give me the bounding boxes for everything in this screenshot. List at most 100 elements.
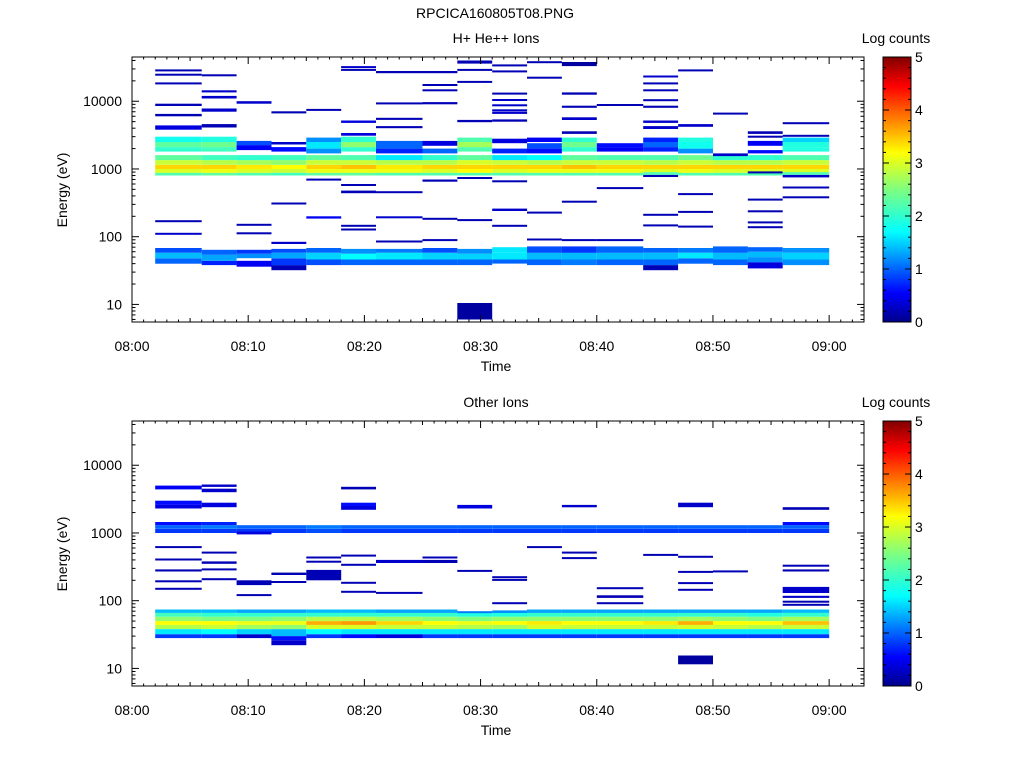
heatmap-cell — [341, 259, 376, 266]
heatmap-cell — [713, 570, 748, 573]
heatmap-cell — [527, 160, 562, 165]
heatmap-cell — [527, 528, 562, 533]
heatmap-cell — [492, 164, 528, 169]
heatmap-cell — [341, 164, 376, 169]
heatmap-cell — [492, 259, 528, 264]
heatmap-cell — [782, 616, 830, 622]
heatmap-cell — [561, 62, 597, 67]
heatmap-cell — [457, 80, 493, 83]
heatmap-cell — [155, 612, 202, 617]
heatmap-cell — [596, 147, 644, 152]
heatmap-cell — [643, 621, 679, 625]
heatmap-cell — [201, 568, 237, 571]
heatmap-cell — [596, 160, 644, 165]
heatmap-cell — [422, 252, 458, 260]
heatmap-cell — [457, 248, 493, 254]
heatmap-cell — [527, 621, 562, 625]
heatmap-cell — [678, 160, 713, 165]
heatmap-cell — [782, 169, 830, 173]
heatmap-cell — [155, 616, 202, 622]
heatmap-cell — [713, 153, 748, 157]
heatmap-cell — [561, 92, 597, 95]
heatmap-cell — [457, 119, 493, 123]
heatmap-cell — [155, 522, 202, 526]
heatmap-cell — [678, 525, 713, 529]
heatmap-cell — [236, 260, 272, 267]
heatmap-cell — [376, 559, 423, 563]
heatmap-cell — [422, 559, 458, 563]
heatmap-cell — [492, 621, 528, 625]
heatmap-cell — [155, 160, 202, 165]
heatmap-cell — [678, 155, 713, 161]
heatmap-cell — [201, 612, 237, 617]
heatmap-cell — [643, 155, 679, 161]
colorbar-tick-label: 4 — [915, 466, 923, 482]
heatmap-cell — [201, 488, 237, 493]
heatmap-cell — [155, 546, 202, 549]
colorbar-tick-label: 4 — [915, 102, 923, 118]
heatmap-cell — [376, 102, 423, 105]
heatmap-cell — [341, 136, 376, 143]
heatmap-cell — [596, 246, 644, 253]
heatmap-cell — [527, 609, 562, 613]
heatmap-cell — [422, 217, 458, 220]
heatmap-cell — [422, 528, 458, 533]
heatmap-cell — [341, 624, 376, 630]
heatmap-cell — [341, 581, 376, 584]
heatmap-cell — [678, 225, 713, 228]
heatmap-cell — [201, 147, 237, 152]
heatmap-cell — [271, 640, 307, 646]
heatmap-cell — [596, 187, 644, 190]
heatmap-cell — [376, 248, 423, 253]
y-tick-label: 1000 — [91, 161, 122, 177]
heatmap-cell — [747, 210, 783, 213]
heatmap-cell — [155, 258, 202, 264]
heatmap-cell — [201, 90, 237, 93]
heatmap-cell — [201, 249, 237, 255]
heatmap-cell — [236, 525, 272, 529]
heatmap-cell — [643, 137, 679, 142]
heatmap-cell — [561, 634, 597, 639]
colorbar-label: Log counts — [862, 30, 931, 46]
heatmap-cell — [422, 624, 458, 630]
heatmap-cell — [155, 103, 202, 106]
heatmap-cell — [422, 160, 458, 165]
heatmap-cell — [457, 504, 493, 509]
heatmap-cell — [782, 174, 830, 178]
heatmap-cell — [678, 634, 713, 639]
heatmap-cell — [376, 126, 423, 129]
heatmap-cell — [457, 155, 493, 161]
heatmap-cell — [306, 612, 342, 617]
heatmap-cell — [422, 71, 458, 74]
heatmap-cell — [782, 595, 830, 598]
heatmap-cell — [747, 150, 783, 154]
heatmap-cell — [457, 634, 493, 639]
heatmap-cell — [201, 172, 237, 176]
heatmap-cell — [527, 246, 562, 253]
heatmap-cell — [713, 172, 748, 176]
heatmap-cell — [271, 528, 307, 533]
heatmap-cell — [782, 600, 830, 603]
heatmap-cell — [457, 621, 493, 625]
heatmap-cell — [422, 634, 458, 639]
heatmap-cell — [527, 238, 562, 241]
heatmap-cell — [782, 252, 830, 260]
heatmap-cell — [341, 629, 376, 635]
heatmap-cell — [561, 624, 597, 630]
heatmap-cell — [457, 253, 493, 260]
x-axis-ticks: 08:00 08:10 08:20 08:30 08:40 08:50 09:00 — [114, 421, 865, 718]
heatmap-cell — [306, 616, 342, 622]
heatmap-cell — [271, 258, 307, 266]
page-title: RPCICA160805T08.PNG — [416, 5, 574, 21]
heatmap-cell — [236, 616, 272, 622]
heatmap-cell — [236, 634, 272, 639]
colorbar-ticks: 0 1 2 3 4 5 — [883, 49, 923, 330]
heatmap-cell — [713, 624, 748, 630]
heatmap-cell — [643, 624, 679, 630]
heatmap-cell — [747, 160, 783, 165]
heatmap-cell — [236, 528, 272, 532]
heatmap-cell — [422, 172, 458, 176]
heatmap-cell — [643, 120, 679, 123]
heatmap-cell — [236, 172, 272, 176]
heatmap-cell — [747, 164, 783, 169]
